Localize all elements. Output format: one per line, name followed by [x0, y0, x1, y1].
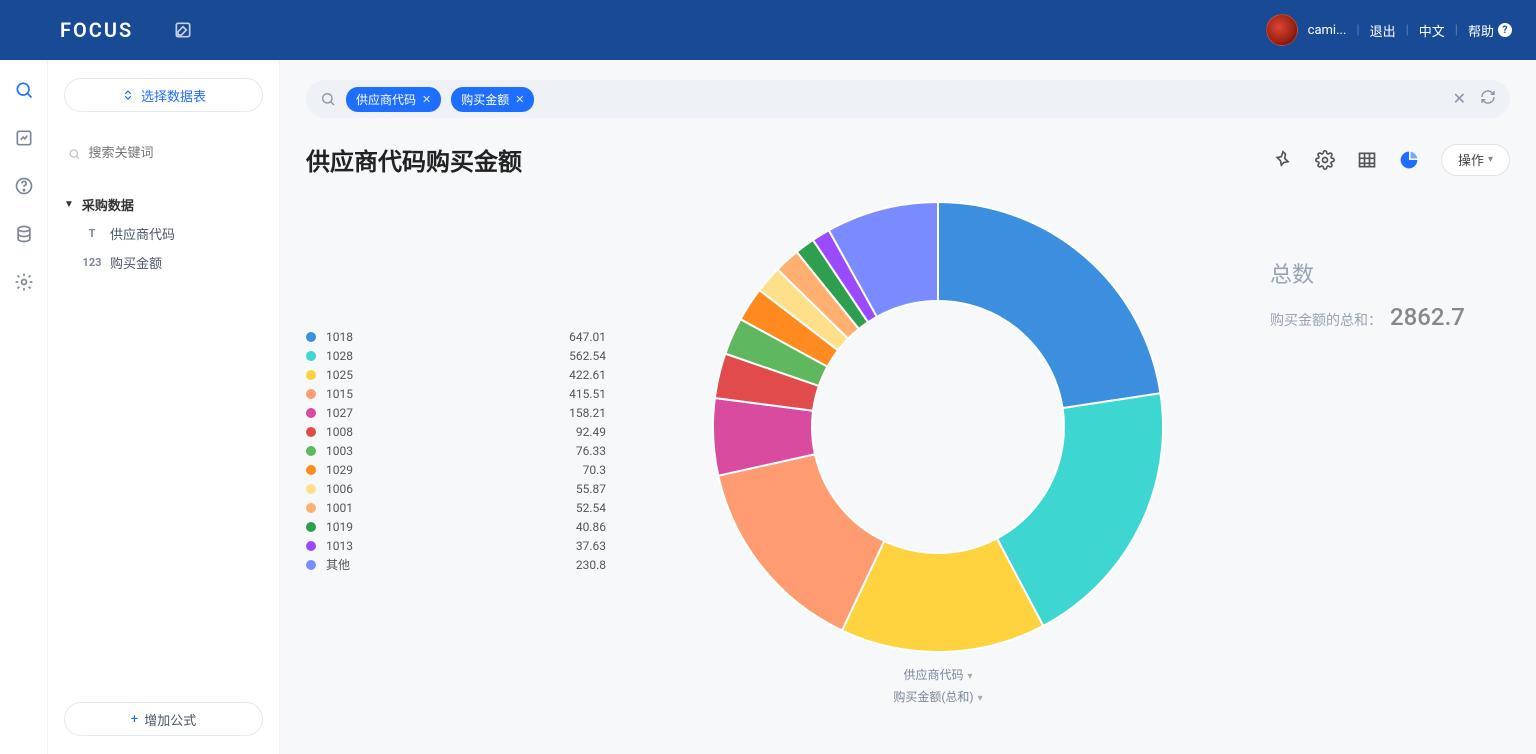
avatar[interactable]	[1266, 14, 1298, 46]
logo-block: FOCUS	[24, 18, 133, 42]
query-bar: 供应商代码✕ 购买金额✕ ✕	[306, 80, 1510, 118]
gear-icon[interactable]	[14, 272, 34, 292]
page-title: 供应商代码购买金额	[306, 142, 522, 177]
summary-value: 2862.7	[1390, 303, 1465, 331]
legend-item[interactable]: 1027158.21	[306, 403, 606, 422]
tree-group[interactable]: ▼ 采购数据	[64, 195, 263, 214]
gear-icon[interactable]	[1315, 150, 1335, 170]
chevron-down-icon: ▾	[978, 693, 983, 704]
keyword-search[interactable]	[64, 140, 263, 167]
chart-area: 1018647.011028562.541025422.611015415.51…	[306, 197, 1510, 677]
table-icon[interactable]	[1357, 150, 1377, 170]
search-icon	[320, 91, 336, 107]
query-chip-supplier[interactable]: 供应商代码✕	[346, 87, 441, 112]
header-right: cami... | 退出 | 中文 | 帮助?	[1266, 14, 1512, 46]
add-formula-button[interactable]: + 增加公式	[64, 702, 263, 736]
main-content: 供应商代码✕ 购买金额✕ ✕ 供应商代码购买金额 操作 ▾	[280, 60, 1536, 754]
query-chip-amount[interactable]: 购买金额✕	[451, 87, 534, 112]
legend-item[interactable]: 101337.63	[306, 536, 606, 555]
lang-link[interactable]: 中文	[1419, 21, 1445, 40]
legend-item[interactable]: 1025422.61	[306, 365, 606, 384]
logout-link[interactable]: 退出	[1370, 21, 1396, 40]
donut-chart	[708, 197, 1168, 657]
logo-icon	[24, 18, 48, 42]
app-header: FOCUS cami... | 退出 | 中文 | 帮助?	[0, 0, 1536, 60]
clear-icon[interactable]: ✕	[1453, 89, 1466, 109]
select-table-button[interactable]: 选择数据表	[64, 78, 263, 112]
add-formula-label: 增加公式	[144, 710, 196, 729]
swap-icon	[121, 88, 135, 102]
separator: |	[1455, 23, 1458, 38]
summary-title: 总数	[1270, 257, 1510, 289]
summary-panel: 总数 购买金额的总和： 2862.7	[1270, 197, 1510, 677]
caret-down-icon: ▼	[64, 199, 74, 210]
legend-item[interactable]: 102970.3	[306, 460, 606, 479]
field-supplier-code[interactable]: T 供应商代码	[84, 224, 263, 243]
search-icon[interactable]	[14, 80, 34, 100]
select-table-label: 选择数据表	[141, 86, 206, 105]
field-tree: ▼ 采购数据 T 供应商代码 123 购买金额	[64, 195, 263, 272]
tree-group-label: 采购数据	[82, 195, 134, 214]
database-icon[interactable]	[14, 224, 34, 244]
nav-rail	[0, 60, 48, 754]
title-row: 供应商代码购买金额 操作 ▾	[306, 142, 1510, 177]
logo-text: FOCUS	[60, 18, 133, 42]
axis-labels: 供应商代码▾ 购买金额(总和)▾	[893, 665, 982, 708]
title-actions: 操作 ▾	[1273, 144, 1510, 176]
chevron-down-icon: ▾	[967, 671, 972, 682]
chip-remove-icon[interactable]: ✕	[422, 93, 431, 106]
chart-legend: 1018647.011028562.541025422.611015415.51…	[306, 197, 606, 677]
legend-item[interactable]: 1018647.01	[306, 327, 606, 346]
search-icon	[68, 147, 81, 161]
sidebar: 选择数据表 ▼ 采购数据 T 供应商代码 123 购买金额	[48, 60, 280, 754]
summary-label: 购买金额的总和：	[1270, 310, 1382, 330]
axis-measure[interactable]: 购买金额(总和)▾	[893, 687, 982, 709]
pin-icon[interactable]	[1273, 150, 1293, 170]
action-label: 操作	[1458, 150, 1484, 169]
legend-item[interactable]: 100152.54	[306, 498, 606, 517]
legend-item[interactable]: 100376.33	[306, 441, 606, 460]
legend-item[interactable]: 101940.86	[306, 517, 606, 536]
question-icon[interactable]	[14, 176, 34, 196]
legend-item[interactable]: 100892.49	[306, 422, 606, 441]
field-label: 供应商代码	[110, 224, 175, 243]
donut-slice[interactable]	[938, 202, 1160, 408]
field-purchase-amount[interactable]: 123 购买金额	[84, 253, 263, 272]
edit-icon[interactable]	[173, 20, 193, 40]
chip-remove-icon[interactable]: ✕	[515, 93, 524, 106]
separator: |	[1356, 23, 1359, 38]
legend-item[interactable]: 100655.87	[306, 479, 606, 498]
axis-dimension[interactable]: 供应商代码▾	[893, 665, 982, 687]
number-field-icon: 123	[84, 255, 100, 271]
pie-chart-icon[interactable]	[1399, 150, 1419, 170]
help-icon: ?	[1498, 23, 1512, 37]
legend-item[interactable]: 其他230.8	[306, 555, 606, 574]
field-label: 购买金额	[110, 253, 162, 272]
plus-icon: +	[131, 712, 138, 727]
legend-item[interactable]: 1015415.51	[306, 384, 606, 403]
dashboard-icon[interactable]	[14, 128, 34, 148]
text-field-icon: T	[84, 226, 100, 242]
chevron-down-icon: ▾	[1488, 154, 1493, 165]
refresh-icon[interactable]	[1480, 89, 1496, 109]
legend-item[interactable]: 1028562.54	[306, 346, 606, 365]
help-link[interactable]: 帮助?	[1468, 21, 1512, 40]
action-dropdown[interactable]: 操作 ▾	[1441, 144, 1510, 176]
keyword-input[interactable]	[89, 146, 260, 161]
donut-column: 供应商代码▾ 购买金额(总和)▾	[606, 197, 1270, 677]
user-name[interactable]: cami...	[1308, 23, 1347, 38]
separator: |	[1406, 23, 1409, 38]
